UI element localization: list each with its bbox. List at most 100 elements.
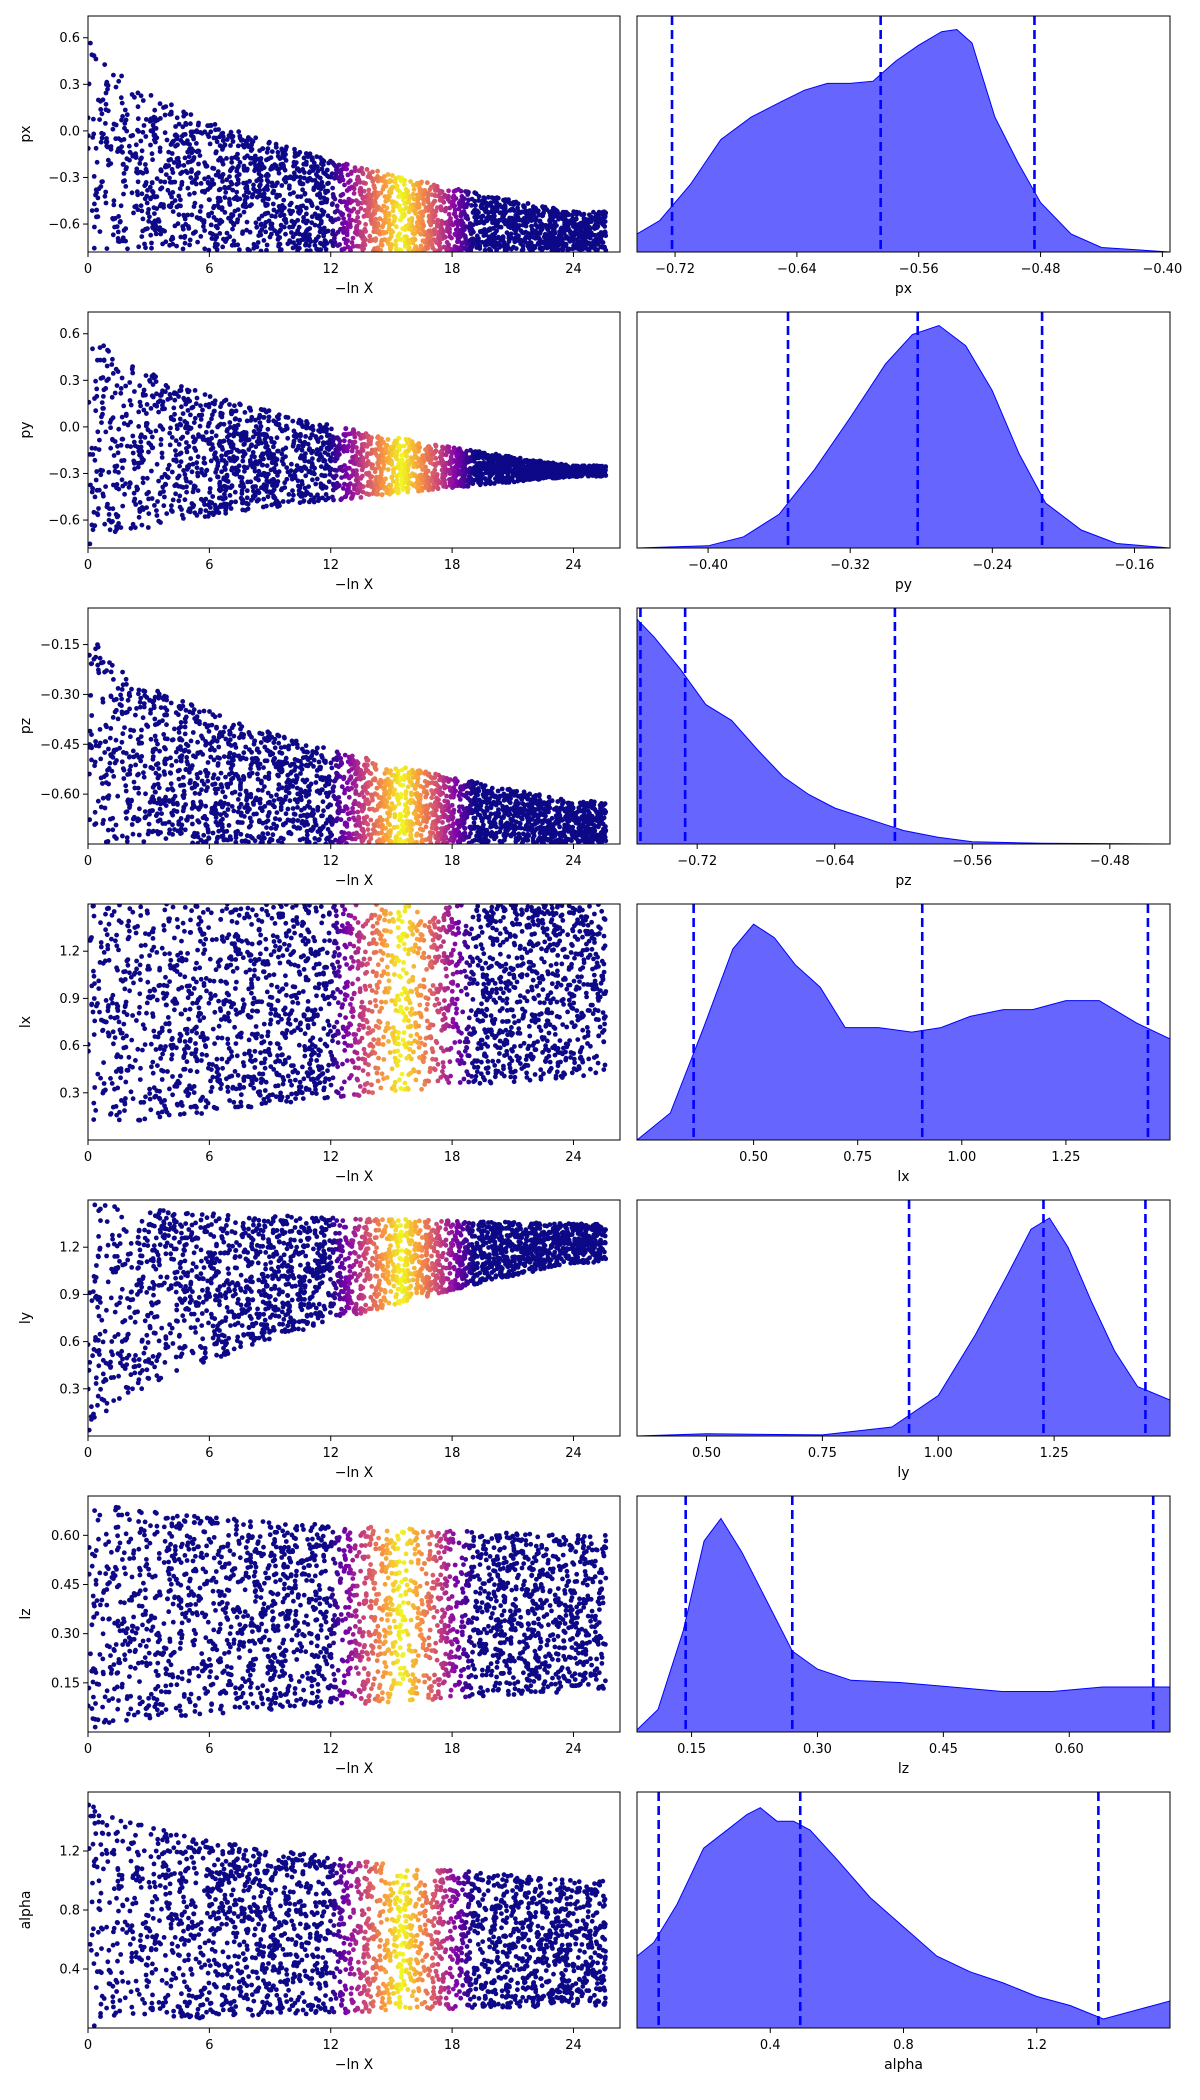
- sample-point: [302, 439, 308, 445]
- sample-point: [438, 204, 444, 210]
- sample-point: [178, 459, 184, 465]
- sample-point: [584, 219, 589, 224]
- sample-point: [354, 456, 360, 462]
- sample-point: [374, 207, 380, 213]
- sample-point: [149, 468, 154, 474]
- sample-point: [101, 357, 107, 363]
- sample-point: [337, 465, 343, 470]
- sample-point: [430, 452, 436, 457]
- sample-point: [517, 455, 523, 461]
- sample-point: [91, 116, 96, 122]
- sample-point: [445, 196, 451, 202]
- sample-point: [111, 202, 117, 208]
- sample-point: [97, 345, 103, 350]
- sample-point: [456, 461, 462, 467]
- sample-point: [506, 233, 512, 239]
- sample-point: [351, 460, 356, 466]
- sample-point: [253, 135, 259, 141]
- sample-point: [403, 187, 409, 192]
- sample-point: [330, 192, 336, 197]
- sample-point: [291, 472, 297, 478]
- sample-point: [185, 430, 190, 435]
- sample-point: [341, 448, 347, 454]
- sample-point: [143, 117, 149, 122]
- sample-point: [351, 206, 357, 212]
- sample-point: [116, 78, 122, 84]
- sample-point: [159, 475, 165, 480]
- sample-point: [278, 247, 284, 252]
- sample-point: [235, 151, 240, 157]
- sample-point: [348, 248, 353, 252]
- sample-point: [460, 240, 466, 246]
- sample-point: [349, 448, 355, 454]
- sample-point: [172, 483, 178, 489]
- sample-point: [454, 219, 460, 225]
- sample-point: [309, 220, 315, 226]
- density-area: [637, 28, 1170, 252]
- sample-point: [362, 237, 368, 242]
- sample-point: [188, 456, 194, 461]
- sample-point: [269, 221, 275, 227]
- sample-point: [162, 179, 168, 185]
- sample-point: [480, 213, 486, 219]
- sample-point: [483, 206, 488, 211]
- sample-point: [301, 161, 307, 167]
- sample-point: [103, 484, 108, 489]
- sample-point: [209, 210, 215, 216]
- sample-point: [386, 217, 392, 223]
- sample-point: [193, 172, 199, 177]
- sample-point: [195, 122, 201, 128]
- sample-point: [330, 185, 335, 191]
- sample-point: [106, 506, 112, 511]
- sample-point: [560, 246, 566, 251]
- sample-point: [365, 451, 370, 456]
- sample-point: [332, 235, 337, 241]
- sample-point: [354, 226, 359, 232]
- sample-point: [189, 169, 194, 175]
- sample-point: [530, 465, 535, 471]
- sample-point: [110, 519, 115, 524]
- sample-point: [207, 477, 213, 482]
- sample-point: [175, 142, 180, 148]
- sample-point: [95, 429, 101, 435]
- sample-point: [302, 191, 308, 197]
- sample-point: [465, 201, 470, 207]
- sample-point: [210, 165, 216, 171]
- sample-point: [297, 240, 302, 246]
- sample-point: [266, 414, 272, 420]
- sample-point: [229, 159, 235, 165]
- sample-point: [277, 193, 282, 198]
- sample-point: [121, 137, 127, 142]
- sample-point: [483, 243, 488, 248]
- sample-point: [149, 245, 154, 251]
- sample-point: [360, 245, 366, 251]
- sample-point: [118, 219, 123, 224]
- sample-point: [549, 247, 555, 252]
- sample-point: [447, 230, 452, 236]
- sample-point: [553, 236, 559, 242]
- sample-point: [352, 168, 358, 174]
- sample-point: [314, 154, 320, 160]
- sample-point: [306, 176, 311, 182]
- sample-point: [253, 444, 259, 450]
- sample-point: [397, 443, 403, 449]
- sample-point: [131, 458, 137, 464]
- sample-point: [269, 502, 275, 508]
- sample-point: [219, 205, 225, 211]
- sample-point: [462, 204, 468, 210]
- sample-point: [393, 224, 399, 230]
- sample-point: [366, 197, 372, 203]
- sample-point: [161, 503, 167, 509]
- sample-point: [300, 167, 306, 172]
- sample-point: [138, 403, 144, 409]
- sample-point: [215, 463, 221, 469]
- sample-point: [134, 189, 140, 195]
- sample-point: [318, 483, 324, 489]
- sample-point: [202, 460, 208, 466]
- sample-point: [299, 481, 305, 487]
- sample-point: [178, 388, 184, 393]
- sample-point: [295, 478, 301, 484]
- sample-point: [186, 154, 192, 160]
- sample-point: [272, 460, 278, 465]
- sample-point: [334, 203, 340, 209]
